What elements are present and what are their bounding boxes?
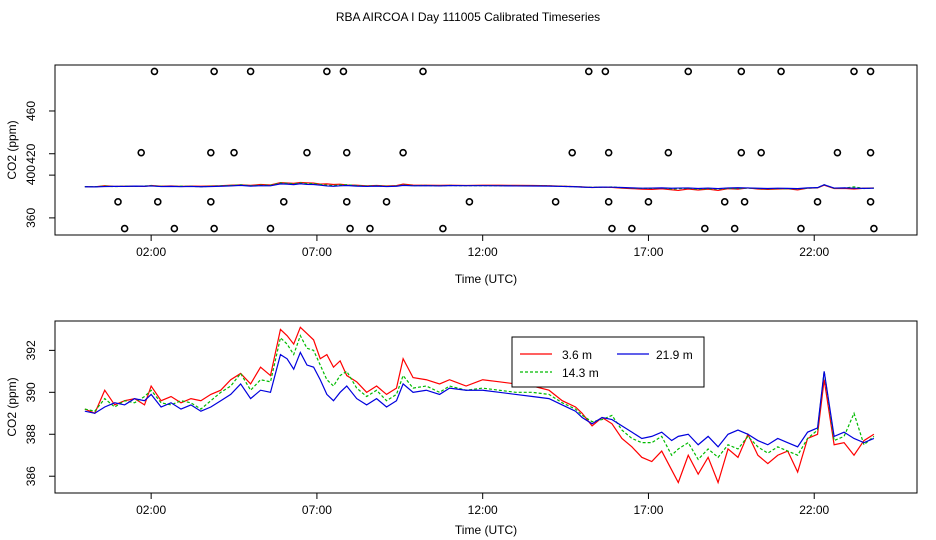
calibration-point bbox=[628, 224, 636, 233]
series-line-14-3-m bbox=[84, 334, 875, 461]
legend-label-3-6m: 3.6 m bbox=[562, 348, 592, 362]
calibration-point bbox=[153, 198, 162, 206]
calibration-point bbox=[419, 67, 427, 76]
legend-label-21-9m: 21.9 m bbox=[656, 348, 693, 362]
series-line-3-6-m bbox=[84, 326, 875, 485]
calibration-point bbox=[230, 148, 238, 157]
y-tick-label: 388 bbox=[24, 424, 38, 444]
calibration-point bbox=[170, 224, 179, 233]
calibration-point bbox=[797, 224, 805, 233]
plot-data bbox=[84, 67, 878, 233]
calibration-point bbox=[866, 198, 875, 206]
y-tick-label: 392 bbox=[24, 340, 38, 360]
y-tick-label: 400 bbox=[24, 165, 38, 185]
calibration-point bbox=[813, 198, 822, 206]
calibration-point bbox=[114, 198, 122, 206]
x-axis-label: Time (UTC) bbox=[455, 523, 517, 537]
calibration-point bbox=[684, 67, 693, 76]
calibration-point bbox=[120, 224, 129, 233]
x-axis: 02:00 07:00 12:00 17:00 22:00 bbox=[136, 235, 830, 259]
x-tick-label: 02:00 bbox=[136, 245, 166, 259]
calibration-point bbox=[866, 148, 875, 157]
y-tick-label: 460 bbox=[24, 101, 38, 121]
y-tick-label: 386 bbox=[24, 466, 38, 486]
x-tick-label: 17:00 bbox=[633, 245, 663, 259]
calibration-point bbox=[342, 198, 351, 206]
legend-label-14-3m: 14.3 m bbox=[562, 366, 599, 380]
calibration-point bbox=[323, 67, 331, 76]
zoomed-timeseries-panel: 02:00 07:00 12:00 17:00 22:00 386 388 390 392 T… bbox=[5, 320, 918, 537]
calibration-point bbox=[266, 224, 275, 233]
calibration-point bbox=[701, 224, 709, 233]
y-tick-label: 390 bbox=[24, 382, 38, 402]
calibration-point bbox=[870, 224, 878, 233]
y-axis-label: CO2 (ppm) bbox=[5, 377, 19, 436]
y-axis-label: CO2 (ppm) bbox=[5, 120, 19, 179]
calibration-point bbox=[777, 67, 785, 76]
calibration-point bbox=[399, 148, 407, 157]
x-axis-label: Time (UTC) bbox=[455, 272, 517, 286]
calibration-point bbox=[720, 198, 729, 206]
calibration-point bbox=[604, 198, 613, 206]
calibration-point bbox=[207, 198, 215, 206]
calibration-point bbox=[246, 67, 255, 76]
calibration-point bbox=[207, 148, 215, 157]
calibration-point bbox=[382, 198, 391, 206]
series-line-21-9-m bbox=[84, 351, 875, 448]
calibration-point bbox=[664, 148, 673, 157]
calibration-point bbox=[608, 224, 616, 233]
calibration-point bbox=[465, 198, 474, 206]
calibration-point bbox=[210, 67, 218, 76]
calibration-point bbox=[730, 224, 739, 233]
calibration-point bbox=[137, 148, 145, 157]
x-tick-label: 07:00 bbox=[302, 245, 332, 259]
calibration-point bbox=[568, 148, 577, 157]
legend: 3.6 m 14.3 m 21.9 m bbox=[511, 336, 705, 388]
calibration-point bbox=[366, 224, 374, 233]
calibration-point bbox=[866, 67, 875, 76]
y-axis: 360 400 420 460 bbox=[24, 101, 55, 228]
calibration-point bbox=[339, 67, 348, 76]
calibration-point bbox=[346, 224, 354, 233]
x-tick-label: 07:00 bbox=[302, 503, 332, 517]
series-line-21-9-m bbox=[84, 183, 874, 190]
x-tick-label: 22:00 bbox=[799, 245, 829, 259]
calibration-point bbox=[210, 224, 218, 233]
plot-data bbox=[84, 326, 875, 485]
x-tick-label: 12:00 bbox=[468, 503, 498, 517]
plot-frame bbox=[54, 64, 918, 236]
calibration-point bbox=[342, 148, 351, 157]
calibrated-timeseries-panel: 02:00 07:00 12:00 17:00 22:00 360 400 420 460 T… bbox=[5, 64, 918, 286]
x-axis: 02:00 07:00 12:00 17:00 22:00 bbox=[136, 493, 830, 517]
calibration-point bbox=[303, 148, 311, 157]
calibration-point bbox=[850, 67, 858, 76]
calibration-point bbox=[584, 67, 593, 76]
x-tick-label: 12:00 bbox=[468, 245, 498, 259]
calibration-point bbox=[150, 67, 159, 76]
calibration-point bbox=[740, 198, 749, 206]
figure-title: RBA AIRCOA I Day 111005 Calibrated Times… bbox=[336, 10, 600, 24]
calibration-point bbox=[601, 67, 610, 76]
y-axis: 386 388 390 392 bbox=[24, 340, 55, 486]
y-tick-label: 420 bbox=[24, 143, 38, 163]
calibration-point bbox=[737, 67, 746, 76]
calibration-point bbox=[439, 224, 447, 233]
y-tick-label: 360 bbox=[24, 208, 38, 228]
calibration-point bbox=[279, 198, 288, 206]
calibration-point bbox=[551, 198, 560, 206]
plot-frame bbox=[54, 320, 918, 494]
x-tick-label: 22:00 bbox=[799, 503, 829, 517]
x-tick-label: 02:00 bbox=[136, 503, 166, 517]
calibration-point bbox=[604, 148, 613, 157]
legend-box bbox=[511, 336, 705, 388]
calibration-point bbox=[833, 148, 842, 157]
calibration-point bbox=[757, 148, 765, 157]
calibration-point bbox=[737, 148, 746, 157]
calibration-point bbox=[644, 198, 653, 206]
x-tick-label: 17:00 bbox=[633, 503, 663, 517]
